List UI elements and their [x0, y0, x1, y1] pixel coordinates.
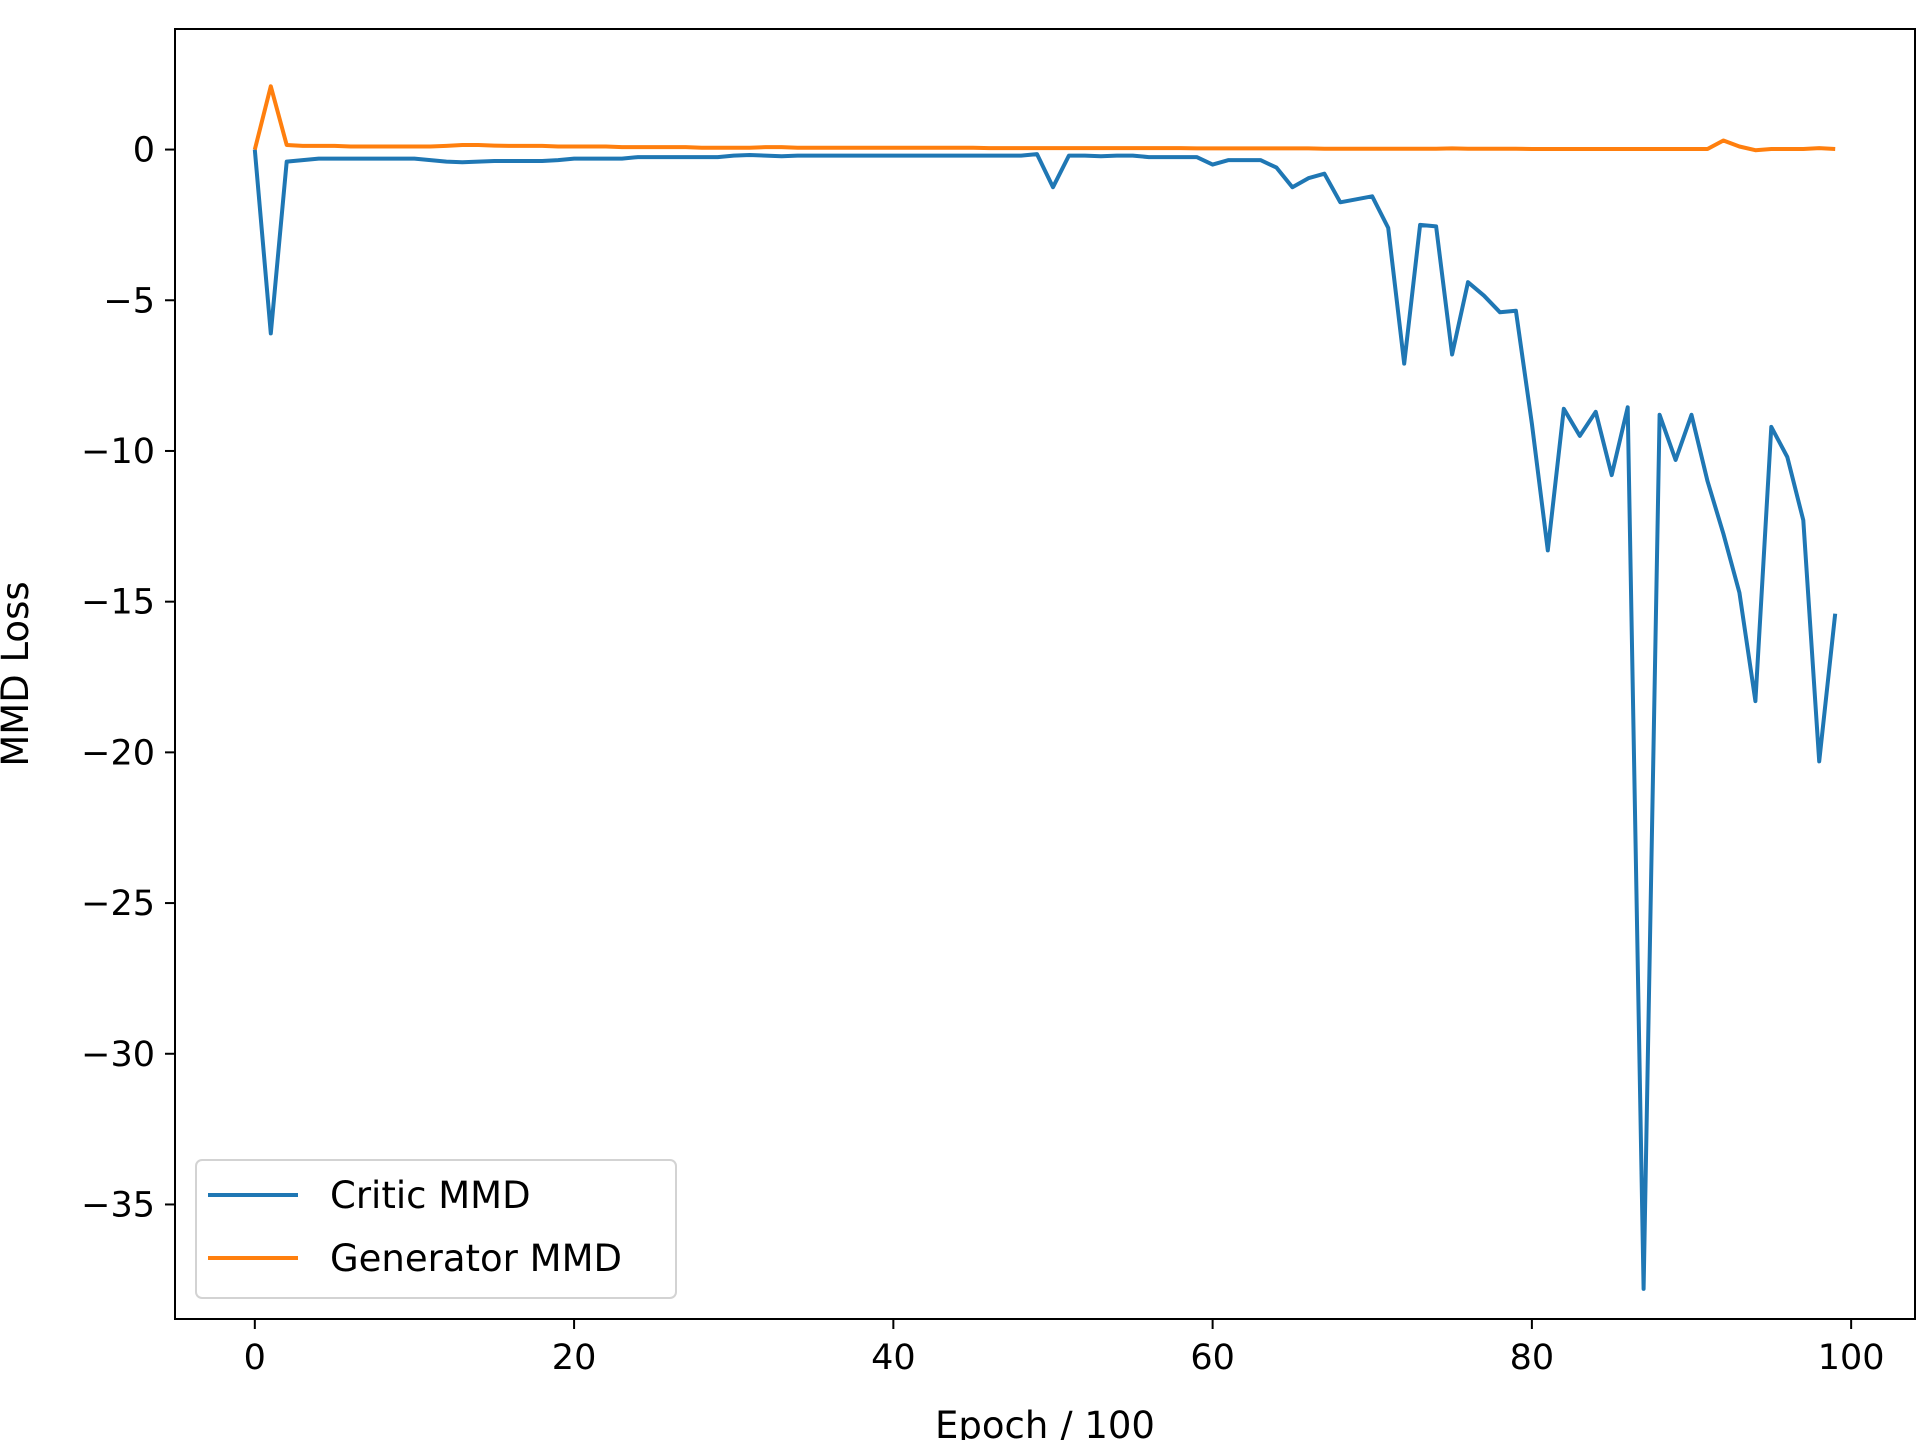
y-tick-label: −25 — [81, 884, 155, 924]
x-axis-label: Epoch / 100 — [935, 1404, 1155, 1440]
plot-area — [175, 29, 1915, 1319]
series-line-generator-mmd — [252, 84, 1836, 153]
y-tick-label: −30 — [81, 1035, 155, 1075]
y-tick-label: −15 — [81, 583, 155, 623]
y-axis-label: MMD Loss — [0, 581, 37, 766]
y-tick-label: −5 — [103, 281, 155, 321]
x-tick-label: 80 — [1510, 1338, 1555, 1378]
legend: Critic MMD Generator MMD — [195, 1159, 677, 1299]
y-tick-label: −35 — [81, 1185, 155, 1225]
x-tick-label: 60 — [1190, 1338, 1235, 1378]
y-tick-label: −20 — [81, 733, 155, 773]
x-tick-label: 100 — [1818, 1338, 1885, 1378]
legend-label-generator: Generator MMD — [330, 1237, 622, 1280]
y-axis: 0 −5 −10 −15 −20 −25 −30 −35 — [81, 131, 175, 1225]
x-tick-label: 0 — [244, 1338, 266, 1378]
series-layer — [252, 84, 1838, 1291]
x-tick-label: 40 — [871, 1338, 916, 1378]
axes-frame — [174, 28, 1916, 1320]
y-tick-label: 0 — [133, 131, 155, 171]
x-axis: 0 20 40 60 80 100 — [244, 1319, 1885, 1378]
series-line-critic-mmd — [252, 149, 1838, 1291]
x-tick-label: 20 — [552, 1338, 597, 1378]
legend-label-critic: Critic MMD — [330, 1174, 531, 1217]
y-tick-label: −10 — [81, 432, 155, 472]
legend-box — [195, 1159, 677, 1299]
